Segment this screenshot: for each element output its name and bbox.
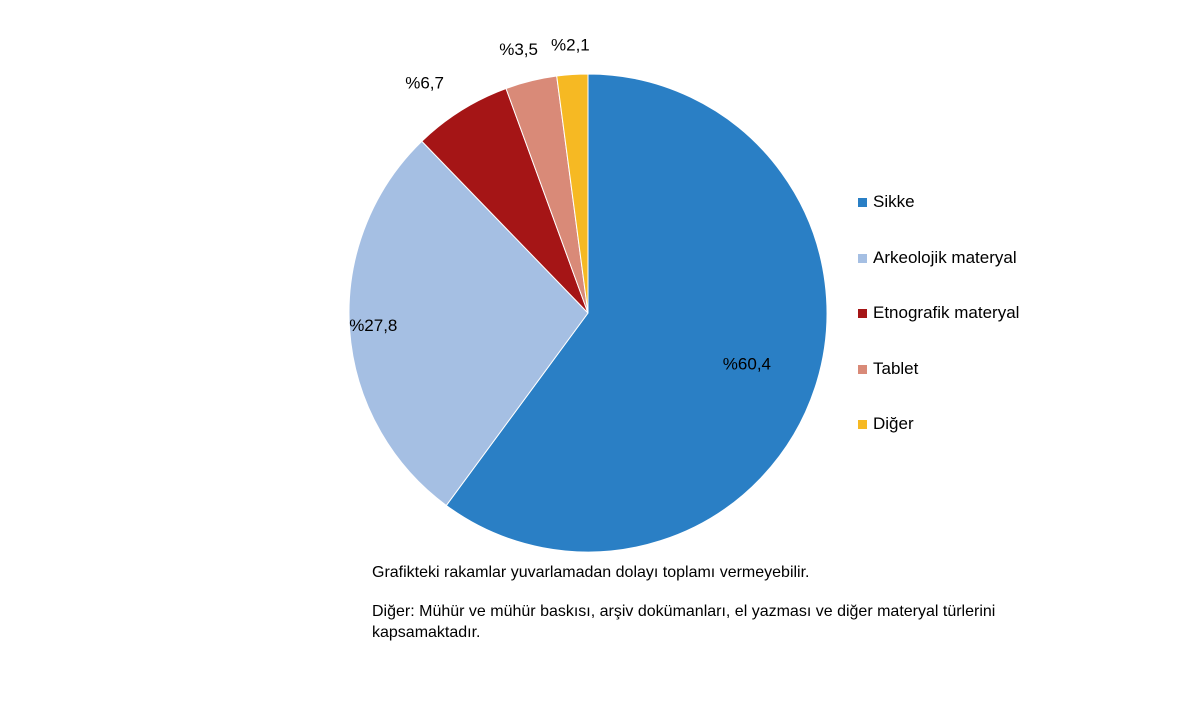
legend-label: Arkeolojik materyal — [873, 247, 1017, 267]
legend-swatch — [858, 309, 867, 318]
legend: Sikke Arkeolojik materyal Etnografik mat… — [858, 190, 1019, 468]
legend-swatch — [858, 420, 867, 429]
legend-label: Tablet — [873, 358, 919, 378]
legend-item-diger: Diğer — [858, 412, 1019, 468]
rounding-note: Grafikteki rakamlar yuvarlamadan dolayı … — [372, 564, 810, 581]
data-label: %3,5 — [499, 40, 538, 59]
legend-swatch — [858, 198, 867, 207]
legend-item-tablet: Tablet — [858, 357, 1019, 413]
other-definition-note: Diğer: Mühür ve mühür baskısı, arşiv dok… — [372, 603, 996, 641]
legend-swatch — [858, 364, 867, 374]
legend-swatch — [858, 253, 867, 263]
legend-label: Etnografik materyal — [873, 303, 1020, 322]
pie-slice-sikke — [445, 73, 828, 553]
data-label: %27,8 — [349, 316, 397, 335]
pie-slice-arkeolojik-materyal — [348, 140, 589, 507]
legend-label: Sikke — [873, 192, 915, 211]
legend-item-arkeolojik-materyal: Arkeolojik materyal — [858, 246, 1019, 302]
pie-slice-di-er — [556, 73, 589, 314]
data-label: %60,4 — [723, 355, 771, 374]
legend-label: Diğer — [873, 414, 914, 433]
legend-item-etnografik-materyal: Etnografik materyal — [858, 301, 1019, 357]
chart-notes: Grafikteki rakamlar yuvarlamadan dolayı … — [372, 562, 1052, 661]
legend-item-sikke: Sikke — [858, 190, 1019, 246]
data-label: %2,1 — [551, 35, 590, 54]
data-label: %6,7 — [405, 74, 444, 93]
